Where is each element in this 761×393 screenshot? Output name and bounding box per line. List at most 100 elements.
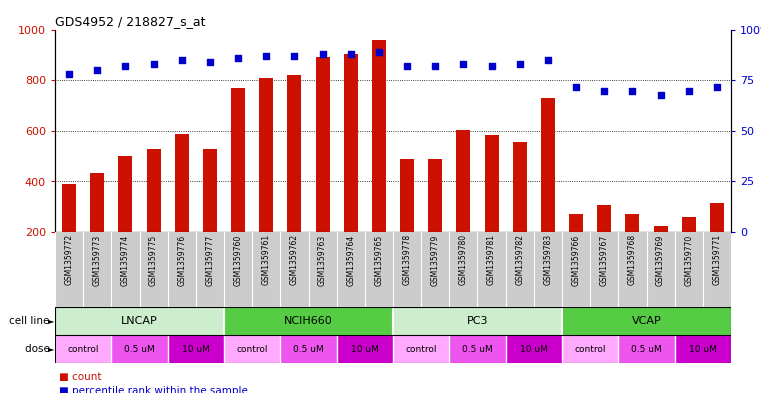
Bar	[675, 335, 731, 363]
Text: GSM1359776: GSM1359776	[177, 234, 186, 285]
Point	[429, 63, 441, 70]
Bar	[626, 214, 639, 232]
Text: GSM1359761: GSM1359761	[262, 234, 271, 285]
Text: GSM1359770: GSM1359770	[684, 234, 693, 285]
Bar	[260, 78, 273, 232]
Text: GSM1359771: GSM1359771	[712, 234, 721, 285]
Bar	[513, 142, 527, 232]
Point	[91, 67, 103, 73]
Text: GSM1359765: GSM1359765	[374, 234, 384, 285]
Point	[373, 49, 385, 55]
Text: ►: ►	[47, 345, 54, 353]
Text: GSM1359778: GSM1359778	[403, 234, 412, 285]
Text: 10 uM: 10 uM	[182, 345, 210, 353]
Text: GSM1359772: GSM1359772	[65, 234, 74, 285]
Text: GSM1359768: GSM1359768	[628, 234, 637, 285]
Bar	[400, 159, 414, 232]
Text: GSM1359782: GSM1359782	[515, 234, 524, 285]
Bar	[231, 88, 245, 232]
Bar	[224, 307, 393, 335]
Text: control: control	[68, 345, 99, 353]
Text: ►: ►	[47, 316, 54, 325]
Point	[598, 88, 610, 94]
Bar	[91, 173, 104, 232]
Point	[711, 83, 723, 90]
Text: GDS4952 / 218827_s_at: GDS4952 / 218827_s_at	[55, 15, 205, 28]
Bar	[288, 75, 301, 232]
Text: VCAP: VCAP	[632, 316, 661, 326]
Text: GSM1359779: GSM1359779	[431, 234, 440, 285]
Point	[570, 83, 582, 90]
Text: GSM1359781: GSM1359781	[487, 234, 496, 285]
Text: 0.5 uM: 0.5 uM	[631, 345, 662, 353]
Text: GSM1359780: GSM1359780	[459, 234, 468, 285]
Bar	[55, 307, 224, 335]
Bar	[654, 226, 667, 232]
Bar	[280, 335, 336, 363]
Point	[345, 51, 357, 57]
Text: GSM1359763: GSM1359763	[318, 234, 327, 285]
Bar	[597, 206, 611, 232]
Bar	[111, 335, 167, 363]
Bar	[316, 57, 330, 232]
Text: 10 uM: 10 uM	[351, 345, 379, 353]
Bar	[428, 159, 442, 232]
Point	[119, 63, 132, 70]
Text: GSM1359783: GSM1359783	[543, 234, 552, 285]
Point	[654, 92, 667, 98]
Bar	[119, 156, 132, 232]
Bar	[457, 130, 470, 232]
Bar	[562, 307, 731, 335]
Text: GSM1359762: GSM1359762	[290, 234, 299, 285]
Bar	[344, 54, 358, 232]
Text: GSM1359777: GSM1359777	[205, 234, 215, 285]
Point	[148, 61, 160, 68]
Bar	[541, 98, 555, 232]
Text: ■ count: ■ count	[59, 372, 101, 382]
Text: cell line: cell line	[9, 316, 53, 326]
Text: GSM1359767: GSM1359767	[600, 234, 609, 285]
Point	[514, 61, 526, 68]
Point	[457, 61, 470, 68]
Point	[542, 57, 554, 63]
Point	[288, 53, 301, 59]
Text: 10 uM: 10 uM	[520, 345, 548, 353]
Text: GSM1359760: GSM1359760	[234, 234, 243, 285]
Text: GSM1359773: GSM1359773	[93, 234, 102, 285]
Bar	[203, 149, 217, 232]
Point	[317, 51, 329, 57]
Text: 10 uM: 10 uM	[689, 345, 717, 353]
Text: GSM1359764: GSM1359764	[346, 234, 355, 285]
Bar	[372, 40, 386, 232]
Text: LNCAP: LNCAP	[121, 316, 158, 326]
Bar	[147, 149, 161, 232]
Bar	[62, 184, 76, 232]
Point	[260, 53, 272, 59]
Text: control: control	[237, 345, 268, 353]
Bar	[619, 335, 675, 363]
Point	[204, 59, 216, 66]
Text: control: control	[575, 345, 606, 353]
Bar	[682, 217, 696, 232]
Text: control: control	[406, 345, 437, 353]
Bar	[55, 335, 111, 363]
Text: PC3: PC3	[466, 316, 489, 326]
Point	[63, 71, 75, 77]
Bar	[569, 214, 583, 232]
Bar	[336, 335, 393, 363]
Point	[486, 63, 498, 70]
Text: GSM1359766: GSM1359766	[572, 234, 581, 285]
Point	[626, 88, 638, 94]
Text: NCIH660: NCIH660	[284, 316, 333, 326]
Bar	[224, 335, 280, 363]
Text: ■ percentile rank within the sample: ■ percentile rank within the sample	[59, 386, 247, 393]
Text: GSM1359774: GSM1359774	[121, 234, 130, 285]
Bar	[393, 307, 562, 335]
Text: 0.5 uM: 0.5 uM	[124, 345, 155, 353]
Bar	[393, 335, 449, 363]
Point	[683, 88, 695, 94]
Bar	[562, 335, 619, 363]
Point	[232, 55, 244, 61]
Text: 0.5 uM: 0.5 uM	[462, 345, 493, 353]
Bar	[485, 135, 498, 232]
